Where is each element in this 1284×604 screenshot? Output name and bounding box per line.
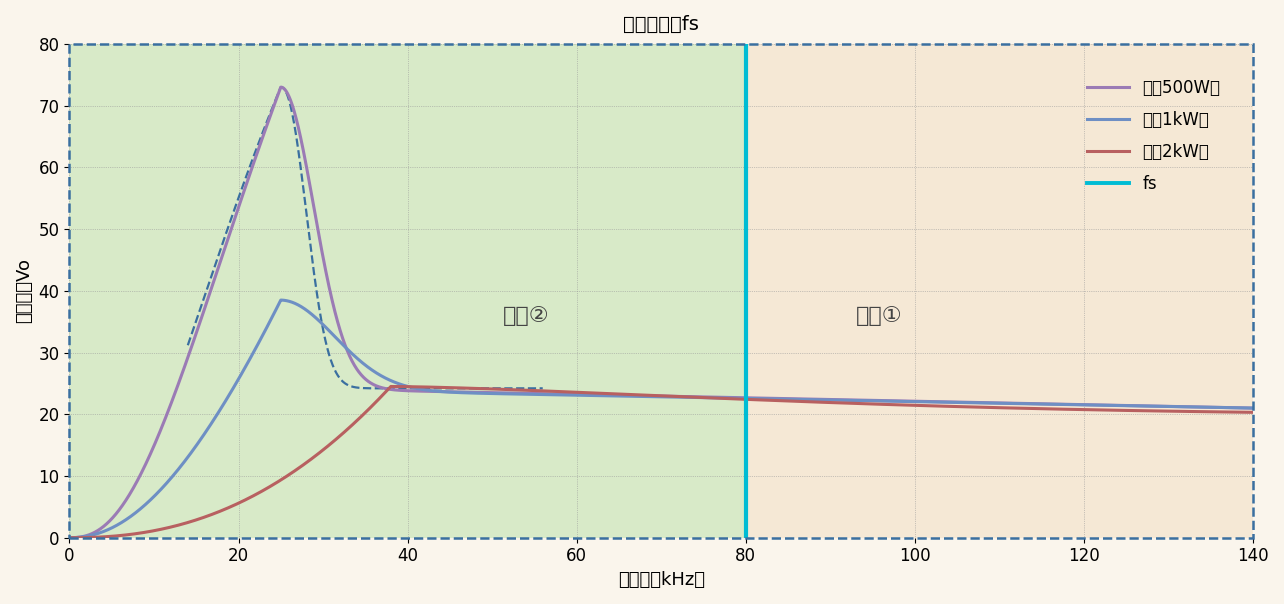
Legend: 負荷500W時, 負荷1kW時, 負荷2kW時, fs: 負荷500W時, 負荷1kW時, 負荷2kW時, fs (1081, 72, 1228, 200)
X-axis label: 周波数【kHz】: 周波数【kHz】 (618, 571, 705, 589)
Text: 領域②: 領域② (502, 306, 550, 326)
Title: 共振周波数fs: 共振周波数fs (623, 15, 700, 34)
Y-axis label: 出力電圧Vo: 出力電圧Vo (15, 259, 33, 323)
Bar (69, 44, 746, 538)
Bar (746, 44, 1253, 538)
Text: 領域①: 領域① (855, 306, 903, 326)
